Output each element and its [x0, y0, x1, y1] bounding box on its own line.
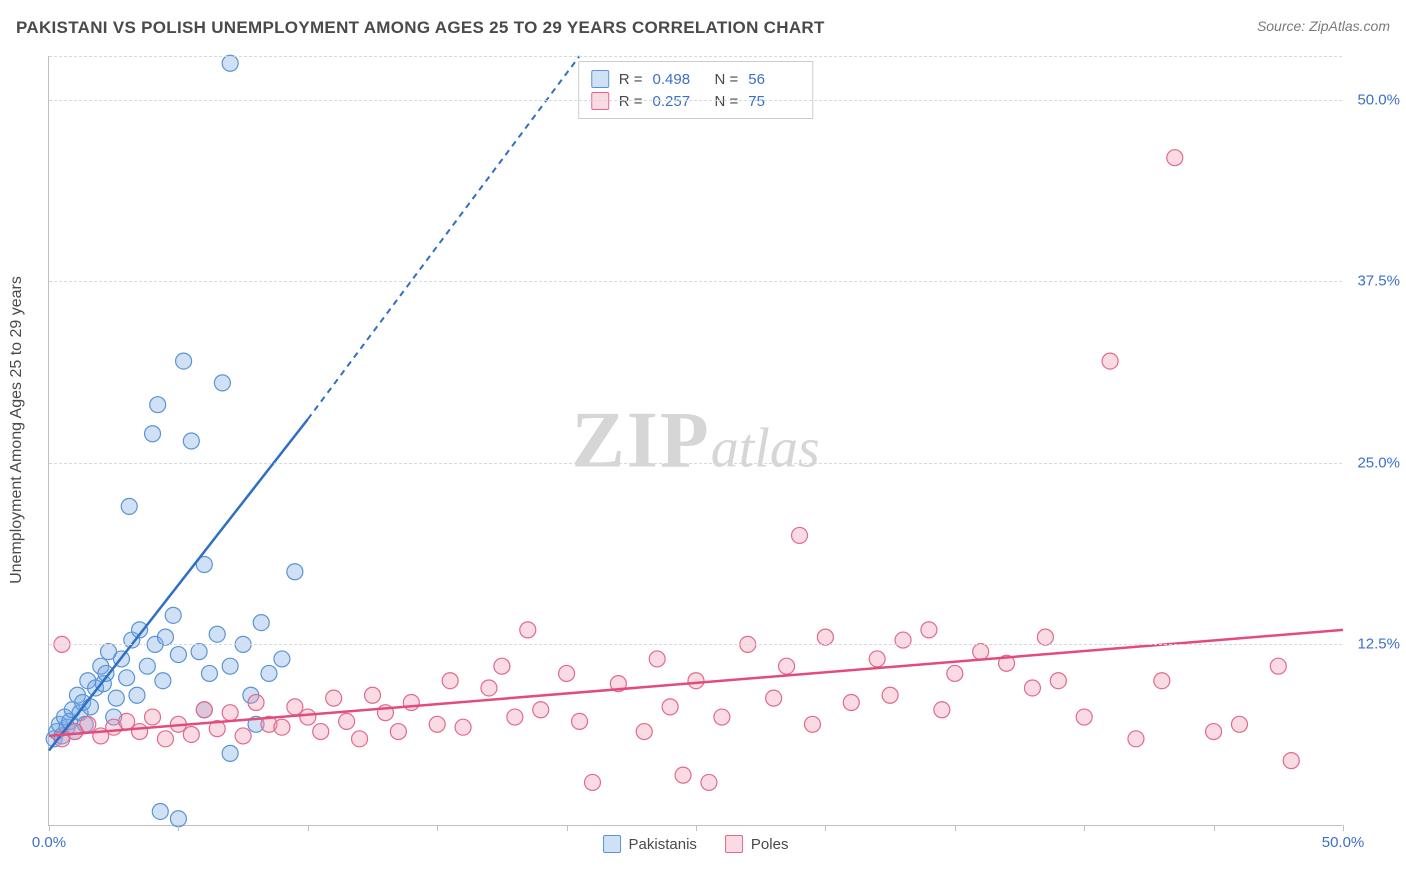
legend-swatch-icon: [603, 835, 621, 853]
scatter-svg: [49, 56, 1342, 825]
n-value: 75: [748, 93, 800, 110]
y-tick-label: 25.0%: [1357, 454, 1400, 471]
legend-correlation: R = 0.498 N = 56 R = 0.257 N = 75: [578, 61, 814, 119]
legend-series: Pakistanis Poles: [603, 835, 789, 853]
legend-swatch-icon: [725, 835, 743, 853]
n-value: 56: [748, 71, 800, 88]
r-value: 0.498: [653, 71, 705, 88]
legend-row: R = 0.498 N = 56: [591, 68, 801, 90]
r-value: 0.257: [653, 93, 705, 110]
y-tick-label: 12.5%: [1357, 636, 1400, 653]
r-label: R =: [619, 71, 643, 88]
x-tick-label: 50.0%: [1322, 834, 1365, 851]
x-tick-label: 0.0%: [32, 834, 66, 851]
legend-swatch-icon: [591, 92, 609, 110]
source-attribution: Source: ZipAtlas.com: [1257, 18, 1390, 34]
y-tick-label: 37.5%: [1357, 273, 1400, 290]
legend-item: Poles: [725, 835, 789, 853]
n-label: N =: [715, 71, 739, 88]
y-axis-label: Unemployment Among Ages 25 to 29 years: [8, 276, 26, 584]
legend-label: Poles: [751, 836, 789, 853]
plot-area: ZIPatlas R = 0.498 N = 56 R = 0.257 N = …: [48, 56, 1342, 826]
chart-title: PAKISTANI VS POLISH UNEMPLOYMENT AMONG A…: [16, 18, 825, 38]
r-label: R =: [619, 93, 643, 110]
legend-label: Pakistanis: [629, 836, 697, 853]
y-tick-label: 50.0%: [1357, 91, 1400, 108]
legend-swatch-icon: [591, 70, 609, 88]
legend-item: Pakistanis: [603, 835, 697, 853]
legend-row: R = 0.257 N = 75: [591, 90, 801, 112]
n-label: N =: [715, 93, 739, 110]
